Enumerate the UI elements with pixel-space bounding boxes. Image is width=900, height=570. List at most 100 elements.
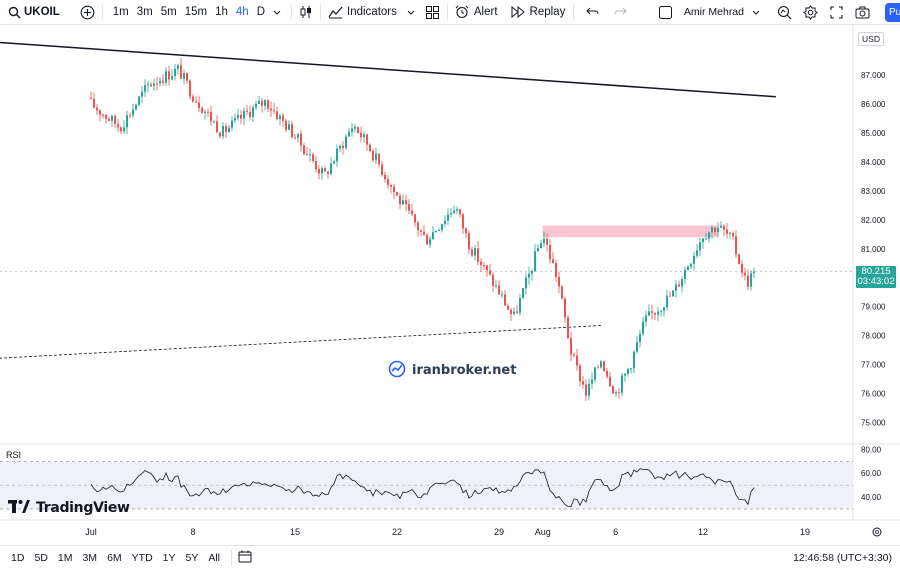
candle-body[interactable] <box>327 171 329 174</box>
candle-body[interactable] <box>552 259 554 263</box>
candle-body[interactable] <box>153 83 155 86</box>
candle-body[interactable] <box>720 225 722 228</box>
candle-body[interactable] <box>399 195 401 205</box>
candle-body[interactable] <box>261 100 263 106</box>
candle-body[interactable] <box>687 266 689 270</box>
candle-body[interactable] <box>597 367 599 369</box>
currency-selector[interactable]: USD <box>858 32 884 46</box>
candle-body[interactable] <box>729 232 731 234</box>
candle-body[interactable] <box>507 305 509 310</box>
candle-body[interactable] <box>462 214 464 229</box>
alert-button[interactable]: Alert <box>454 0 498 25</box>
candle-body[interactable] <box>195 101 197 103</box>
range-ytd[interactable]: YTD <box>131 552 153 564</box>
candle-body[interactable] <box>348 131 350 137</box>
candle-body[interactable] <box>375 153 377 161</box>
candle-body[interactable] <box>555 262 557 277</box>
candle-body[interactable] <box>216 121 218 133</box>
candle-body[interactable] <box>630 368 632 370</box>
chevron-down-icon[interactable] <box>269 4 285 20</box>
candle-body[interactable] <box>345 136 347 149</box>
candle-body[interactable] <box>498 285 500 295</box>
candle-body[interactable] <box>342 145 344 149</box>
candle-body[interactable] <box>744 272 746 276</box>
candle-body[interactable] <box>633 351 635 369</box>
candle-body[interactable] <box>591 379 593 384</box>
candle-body[interactable] <box>480 261 482 265</box>
candle-body[interactable] <box>588 383 590 396</box>
candle-body[interactable] <box>129 115 131 117</box>
timeframe-15m[interactable]: 15m <box>184 6 208 18</box>
candle-body[interactable] <box>219 132 221 137</box>
candle-body[interactable] <box>564 298 566 318</box>
candle-body[interactable] <box>621 375 623 393</box>
range-1d[interactable]: 1D <box>11 552 25 564</box>
candle-body[interactable] <box>141 91 143 97</box>
candle-body[interactable] <box>321 168 323 174</box>
timeframe-1h[interactable]: 1h <box>215 6 228 18</box>
candle-body[interactable] <box>108 118 110 121</box>
candle-body[interactable] <box>144 85 146 92</box>
candle-body[interactable] <box>411 210 413 215</box>
candle-body[interactable] <box>603 361 605 371</box>
candle-body[interactable] <box>528 273 530 278</box>
candle-body[interactable] <box>600 361 602 368</box>
candle-body[interactable] <box>240 114 242 119</box>
range-1y[interactable]: 1Y <box>162 552 176 564</box>
candle-body[interactable] <box>519 298 521 313</box>
candle-body[interactable] <box>294 137 296 139</box>
candle-body[interactable] <box>237 114 239 119</box>
candle-body[interactable] <box>255 103 257 108</box>
candle-body[interactable] <box>543 238 545 244</box>
candle-body[interactable] <box>126 115 128 128</box>
candle-body[interactable] <box>492 274 494 286</box>
candle-body[interactable] <box>573 354 575 356</box>
candle-body[interactable] <box>642 321 644 334</box>
candle-body[interactable] <box>504 294 506 306</box>
candle-body[interactable] <box>267 100 269 109</box>
candle-body[interactable] <box>678 284 680 287</box>
candle-body[interactable] <box>246 110 248 113</box>
candle-body[interactable] <box>165 71 167 83</box>
candle-body[interactable] <box>357 126 359 133</box>
candle-body[interactable] <box>171 76 173 80</box>
candle-body[interactable] <box>423 231 425 235</box>
candle-body[interactable] <box>537 248 539 252</box>
publish-button[interactable]: Pu <box>885 3 900 22</box>
candle-body[interactable] <box>657 311 659 315</box>
candle-body[interactable] <box>264 100 266 106</box>
candle-body[interactable] <box>558 276 560 287</box>
candle-body[interactable] <box>609 376 611 387</box>
candle-body[interactable] <box>510 309 512 315</box>
candle-body[interactable] <box>258 100 260 104</box>
candle-body[interactable] <box>585 384 587 396</box>
candle-body[interactable] <box>696 250 698 256</box>
candle-body[interactable] <box>228 127 230 133</box>
candle-body[interactable] <box>177 65 179 69</box>
candle-body[interactable] <box>111 115 113 121</box>
candle-body[interactable] <box>459 209 461 215</box>
candle-body[interactable] <box>639 333 641 343</box>
candle-body[interactable] <box>408 204 410 211</box>
candle-body[interactable] <box>99 110 101 115</box>
candle-body[interactable] <box>420 230 422 232</box>
timeframe-D[interactable]: D <box>256 6 266 18</box>
candle-body[interactable] <box>726 229 728 234</box>
candle-body[interactable] <box>273 110 275 112</box>
candle-body[interactable] <box>456 209 458 211</box>
range-3m[interactable]: 3M <box>82 552 98 564</box>
layout-button[interactable] <box>425 0 441 25</box>
quick-search-button[interactable] <box>776 0 792 25</box>
compare-button[interactable] <box>80 0 96 25</box>
axis-settings-icon[interactable] <box>872 527 882 537</box>
candle-body[interactable] <box>441 224 443 230</box>
chart-type-button[interactable] <box>298 0 314 25</box>
candle-body[interactable] <box>231 120 233 128</box>
candle-body[interactable] <box>276 111 278 120</box>
candle-body[interactable] <box>663 307 665 311</box>
snapshot-button[interactable] <box>854 0 870 25</box>
candle-body[interactable] <box>699 242 701 251</box>
candle-body[interactable] <box>336 148 338 162</box>
candle-body[interactable] <box>549 245 551 260</box>
candle-body[interactable] <box>702 238 704 243</box>
